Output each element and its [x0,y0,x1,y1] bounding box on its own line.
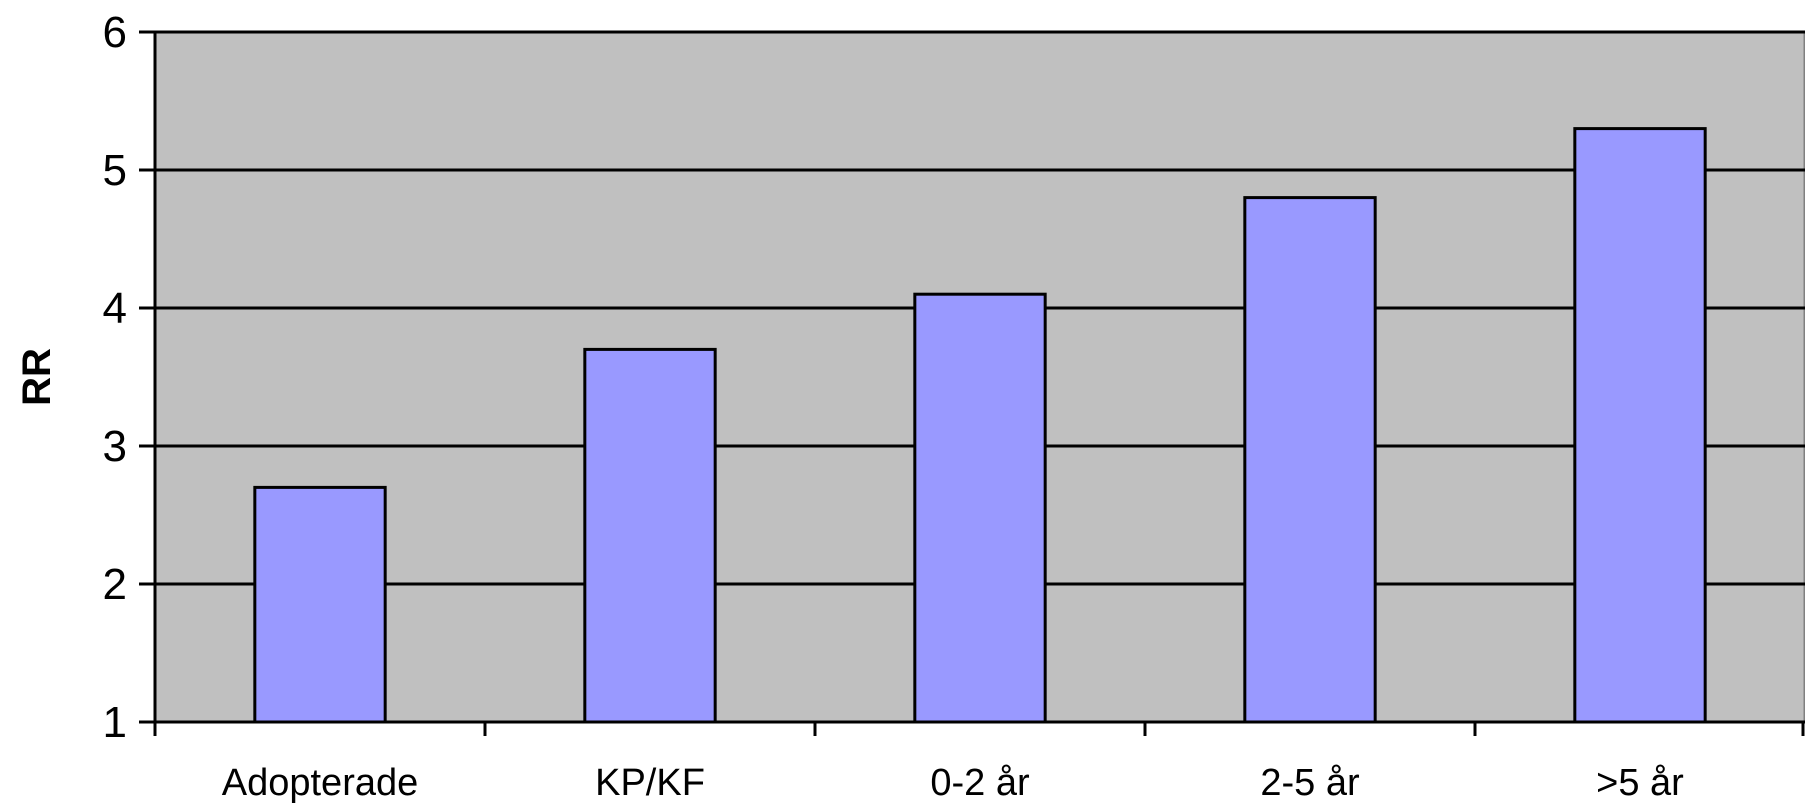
x-tick-label-1: KP/KF [595,762,705,804]
bar-3 [1243,196,1377,724]
y-tick-label-4: 4 [103,284,127,333]
x-tick-label-4: >5 år [1596,762,1684,804]
axes [139,30,1805,736]
x-tick-label-3: 2-5 år [1260,762,1360,804]
y-tick-label-1: 1 [103,698,127,747]
bar-0 [253,485,387,724]
y-tick-label-2: 2 [103,560,127,609]
bars [253,127,1707,724]
y-tick-label-5: 5 [103,146,127,195]
y-axis-title: RR [15,348,59,406]
y-tick-label-3: 3 [103,422,127,471]
bar-4 [1573,127,1707,724]
x-tick-label-0: Adopterade [222,762,419,804]
y-tick-label-6: 6 [103,8,127,57]
bar-2 [913,292,1047,724]
y-tick-labels: 1 2 3 4 5 6 [103,8,127,747]
x-tick-label-2: 0-2 år [930,762,1030,804]
x-tick-labels: Adopterade KP/KF 0-2 år 2-5 år >5 år [222,762,1684,804]
bar-1 [583,347,717,724]
